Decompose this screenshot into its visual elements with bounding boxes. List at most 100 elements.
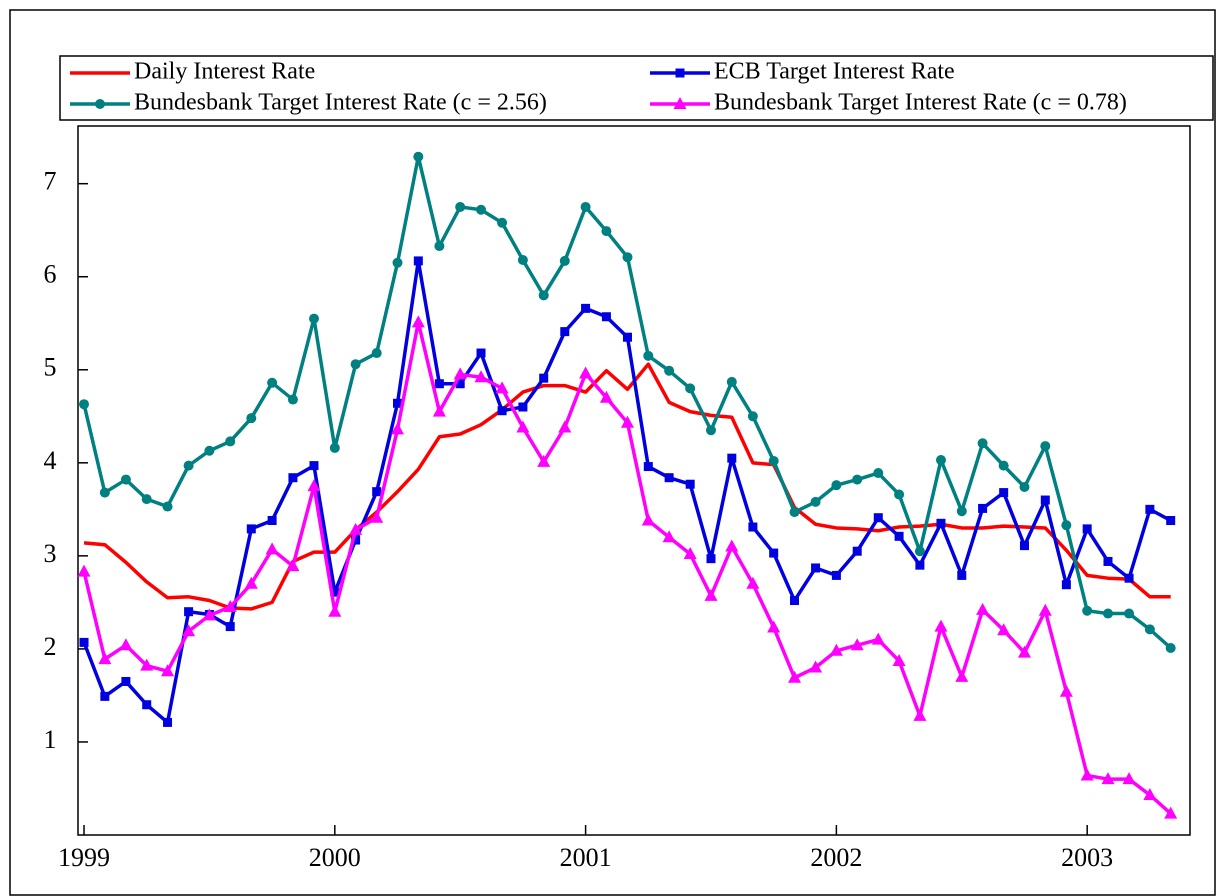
data-point	[705, 425, 716, 436]
data-point	[978, 503, 988, 513]
data-point	[1082, 524, 1092, 534]
data-point	[516, 420, 530, 433]
data-point	[121, 676, 131, 686]
data-point	[892, 654, 906, 667]
data-point	[330, 587, 340, 597]
y-tick-label: 3	[44, 539, 57, 568]
data-point	[1164, 806, 1178, 819]
data-point	[163, 717, 173, 727]
data-point	[998, 460, 1009, 471]
data-point	[267, 516, 277, 526]
data-point	[119, 638, 133, 651]
data-point	[560, 327, 570, 337]
data-point	[622, 332, 632, 342]
data-point	[1040, 495, 1050, 505]
data-point	[183, 460, 194, 471]
series-line	[82, 320, 1172, 815]
data-point	[393, 398, 403, 408]
data-point	[392, 257, 403, 268]
data-point	[601, 312, 611, 322]
data-point	[495, 381, 509, 394]
data-point	[1103, 556, 1113, 566]
data-point	[1019, 482, 1030, 493]
data-point	[1143, 787, 1157, 800]
data-point	[789, 507, 800, 518]
data-point	[349, 522, 363, 535]
data-point	[914, 546, 925, 557]
data-point	[142, 700, 152, 710]
data-point	[748, 522, 758, 532]
legend-marker	[675, 68, 685, 78]
data-point	[77, 564, 91, 577]
data-point	[223, 600, 237, 613]
data-point	[455, 379, 465, 389]
data-point	[455, 201, 466, 212]
data-point	[725, 539, 739, 552]
series-line	[82, 154, 1172, 650]
data-point	[1122, 772, 1136, 785]
data-point	[811, 563, 821, 573]
data-point	[474, 370, 488, 383]
data-point	[476, 348, 486, 358]
data-point	[1017, 645, 1031, 658]
legend-marker	[95, 99, 105, 109]
data-point	[685, 479, 695, 489]
data-point	[706, 554, 716, 564]
data-point	[662, 530, 676, 543]
y-tick-label: 1	[44, 725, 57, 754]
data-point	[641, 513, 655, 526]
data-point	[580, 201, 591, 212]
data-point	[1061, 580, 1071, 590]
data-point	[434, 379, 444, 389]
data-point	[246, 413, 257, 424]
data-point	[913, 708, 927, 721]
data-point	[161, 664, 175, 677]
y-tick-label: 5	[44, 353, 57, 382]
data-point	[120, 474, 131, 485]
data-point	[769, 548, 779, 558]
x-tick-label: 2002	[810, 843, 862, 872]
data-point	[287, 394, 298, 405]
data-point	[286, 559, 300, 572]
data-point	[182, 624, 196, 637]
data-point	[99, 487, 110, 498]
data-point	[225, 622, 235, 632]
x-tick-label: 2003	[1061, 843, 1113, 872]
data-point	[372, 487, 382, 497]
data-point	[265, 542, 279, 555]
data-point	[559, 255, 570, 266]
data-point	[768, 455, 779, 466]
data-point	[329, 442, 340, 453]
data-point	[831, 570, 841, 580]
data-point	[915, 560, 925, 570]
data-point	[225, 436, 236, 447]
data-point	[790, 596, 800, 606]
data-point	[434, 241, 445, 252]
data-point	[664, 473, 674, 483]
data-point	[601, 226, 612, 237]
data-point	[997, 623, 1011, 636]
data-point	[999, 488, 1009, 498]
legend-label: ECB Target Interest Rate	[714, 59, 955, 85]
data-point	[538, 290, 549, 301]
data-point	[620, 415, 634, 428]
data-point	[936, 518, 946, 528]
data-point	[957, 570, 967, 580]
data-point	[370, 510, 384, 523]
data-point	[1124, 608, 1135, 619]
data-point	[873, 468, 884, 479]
data-point	[537, 454, 551, 467]
data-point	[726, 376, 737, 387]
data-point	[1166, 516, 1176, 526]
data-point	[746, 576, 760, 589]
data-point	[683, 547, 697, 560]
data-point	[788, 670, 802, 683]
legend-label: Bundesbank Target Interest Rate (c = 2.5…	[134, 90, 547, 116]
data-point	[246, 524, 256, 534]
data-point	[935, 455, 946, 466]
data-point	[894, 531, 904, 541]
data-point	[1061, 520, 1072, 531]
data-point	[539, 373, 549, 383]
data-point	[831, 480, 842, 491]
data-point	[453, 367, 467, 380]
